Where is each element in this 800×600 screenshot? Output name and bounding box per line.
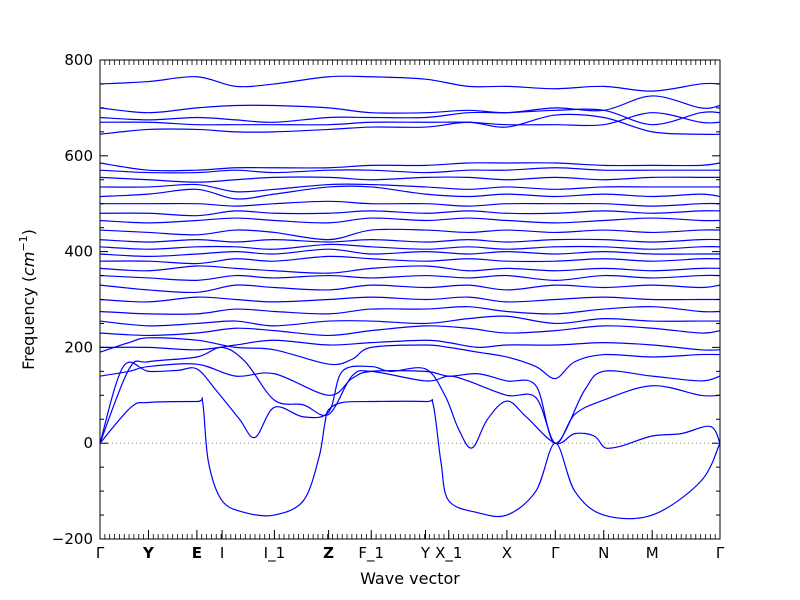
y-axis-label-main: Frequency ( xyxy=(19,276,38,370)
y-axis-label-close: ) xyxy=(19,229,38,235)
y-tick-labels: −200 0 200 400 600 800 xyxy=(52,51,93,548)
band-line-22 xyxy=(99,185,721,200)
band-line-18 xyxy=(99,228,721,241)
band-line-10 xyxy=(99,296,720,303)
band-line-1 xyxy=(99,397,721,520)
x-tick-label: X_1 xyxy=(435,544,462,563)
band-line-4 xyxy=(99,363,721,444)
band-line-25 xyxy=(99,167,720,174)
y-axis-label-exponent: −1 xyxy=(17,235,30,251)
x-tick-label: M xyxy=(646,544,659,562)
y-tick-label: 0 xyxy=(83,434,93,452)
band-line-7 xyxy=(99,325,721,337)
x-tick-label: F_1 xyxy=(358,544,384,563)
band-line-23 xyxy=(99,183,720,193)
band-line-11 xyxy=(99,284,721,294)
y-tick-label: 600 xyxy=(64,147,93,165)
band-line-8 xyxy=(99,315,720,327)
y-tick-label: 400 xyxy=(64,243,93,261)
x-tick-label: N xyxy=(598,544,609,562)
band-line-31 xyxy=(99,75,721,92)
band-line-16 xyxy=(99,243,721,250)
band-line-3 xyxy=(99,346,721,444)
band-line-20 xyxy=(99,210,721,217)
x-tick-label: Γ xyxy=(96,544,105,562)
band-line-30 xyxy=(99,95,721,114)
band-line-15 xyxy=(99,248,720,257)
x-tick-label: X xyxy=(502,544,512,562)
band-line-29 xyxy=(99,108,721,126)
band-line-19 xyxy=(99,217,721,224)
x-tick-label: E xyxy=(192,544,202,562)
x-tick-label: Γ xyxy=(716,544,725,562)
x-tick-label: Γ xyxy=(551,544,560,562)
band-line-27 xyxy=(99,113,721,136)
band-line-21 xyxy=(99,200,721,207)
y-tick-label: 200 xyxy=(64,338,93,356)
tick-layer xyxy=(99,59,721,540)
band-line-12 xyxy=(99,274,721,281)
band-line-13 xyxy=(99,265,721,274)
y-tick-label: 800 xyxy=(64,51,93,69)
y-axis-label-unit: cm xyxy=(19,252,38,276)
band-line-5 xyxy=(99,337,721,380)
x-axis-label: Wave vector xyxy=(360,569,460,588)
band-line-24 xyxy=(99,176,720,183)
y-tick-label: −200 xyxy=(52,530,93,548)
band-line-6 xyxy=(99,339,721,351)
band-line-26 xyxy=(99,162,721,172)
x-tick-label: Y xyxy=(420,544,431,562)
band-line-2 xyxy=(99,361,721,449)
y-axis-label: Frequency (cm−1) xyxy=(17,229,38,370)
band-line-9 xyxy=(99,306,721,315)
x-tick-label: I xyxy=(220,544,224,562)
x-tick-label: Z xyxy=(323,544,334,562)
band-line-28 xyxy=(99,112,721,127)
x-tick-label: Y xyxy=(142,544,155,562)
x-tick-labels: Γ Y E I I_1 Z F_1 Y X_1 X Γ N M Γ xyxy=(96,544,725,563)
band-line-17 xyxy=(99,238,721,243)
band-line-14 xyxy=(99,255,721,265)
x-tick-label: I_1 xyxy=(264,544,285,563)
band-series-layer xyxy=(99,75,721,520)
